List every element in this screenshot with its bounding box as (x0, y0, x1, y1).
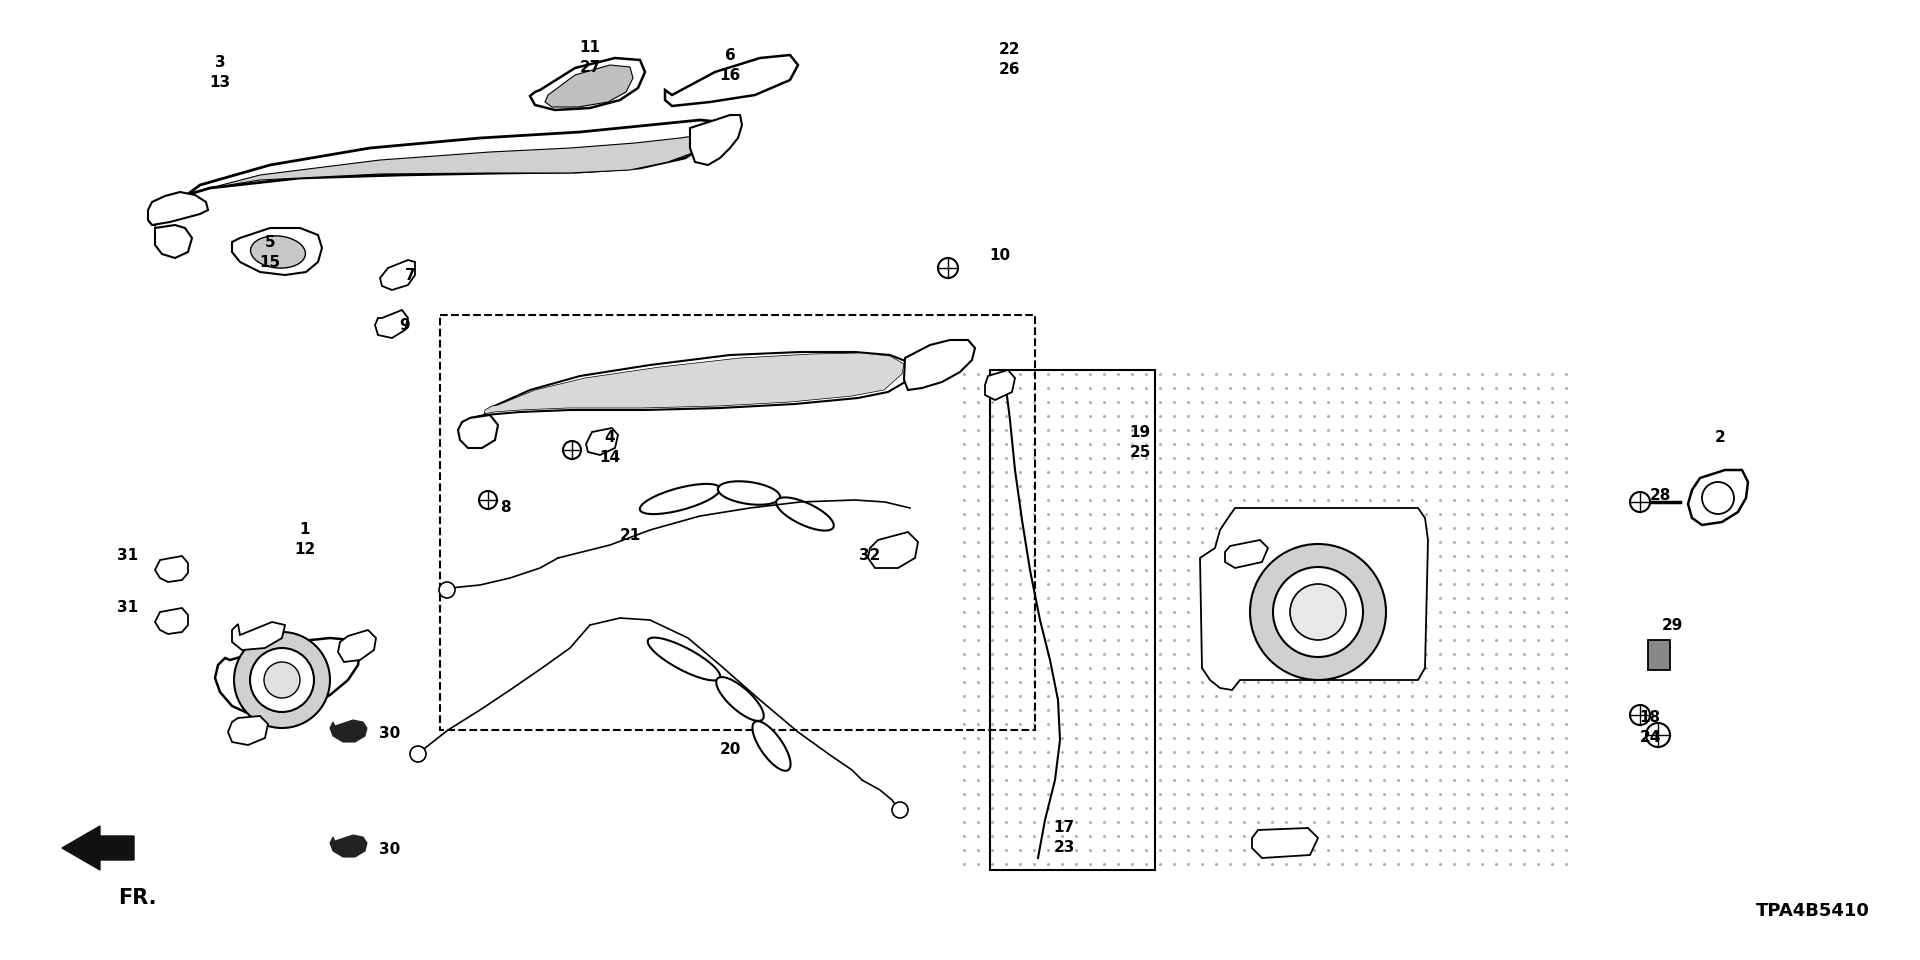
Text: 16: 16 (720, 68, 741, 83)
Text: FR.: FR. (117, 888, 157, 908)
Polygon shape (215, 638, 361, 716)
Circle shape (265, 662, 300, 698)
Circle shape (440, 582, 455, 598)
Polygon shape (530, 58, 645, 110)
Polygon shape (1200, 508, 1428, 690)
Text: 26: 26 (998, 61, 1021, 77)
Text: 31: 31 (117, 548, 138, 563)
Polygon shape (330, 720, 367, 742)
Text: 27: 27 (580, 60, 601, 75)
Text: 10: 10 (989, 248, 1010, 263)
Bar (991, 370, 1156, 870)
Polygon shape (374, 310, 407, 338)
Text: 25: 25 (1129, 444, 1150, 460)
Text: 30: 30 (380, 726, 401, 741)
Polygon shape (868, 532, 918, 568)
Ellipse shape (716, 677, 764, 721)
Circle shape (1645, 723, 1670, 747)
Polygon shape (586, 428, 618, 455)
Circle shape (478, 491, 497, 509)
Polygon shape (330, 835, 367, 857)
Polygon shape (545, 65, 634, 107)
Text: 3: 3 (215, 55, 225, 70)
Text: 1: 1 (300, 522, 311, 537)
Text: 20: 20 (720, 742, 741, 757)
Text: 23: 23 (1054, 840, 1075, 854)
Circle shape (1630, 705, 1649, 725)
Text: 13: 13 (209, 75, 230, 90)
Polygon shape (156, 556, 188, 582)
Text: 11: 11 (580, 40, 601, 55)
Text: 4: 4 (605, 430, 614, 445)
Ellipse shape (718, 481, 780, 505)
Polygon shape (156, 225, 192, 258)
Polygon shape (232, 228, 323, 275)
Polygon shape (985, 370, 1016, 400)
Circle shape (893, 802, 908, 818)
Ellipse shape (647, 637, 720, 681)
Bar (440, 315, 1035, 730)
Circle shape (1250, 544, 1386, 680)
Text: 21: 21 (620, 528, 641, 543)
Circle shape (1630, 492, 1649, 512)
Polygon shape (61, 826, 134, 870)
Text: TPA4B5410: TPA4B5410 (1757, 902, 1870, 920)
Ellipse shape (252, 236, 305, 268)
Text: 19: 19 (1129, 425, 1150, 440)
Polygon shape (459, 415, 497, 448)
Polygon shape (1688, 470, 1747, 525)
Polygon shape (1252, 828, 1317, 858)
Text: 6: 6 (724, 48, 735, 63)
Polygon shape (338, 630, 376, 662)
Circle shape (234, 632, 330, 728)
Circle shape (939, 258, 958, 278)
Text: 5: 5 (265, 235, 275, 250)
Text: 12: 12 (294, 541, 315, 557)
Polygon shape (1225, 540, 1267, 568)
Text: 22: 22 (998, 42, 1021, 57)
Circle shape (250, 648, 315, 712)
Polygon shape (468, 352, 910, 425)
Text: 30: 30 (380, 842, 401, 857)
Text: 32: 32 (860, 548, 881, 563)
Text: 9: 9 (399, 318, 411, 333)
Ellipse shape (639, 484, 720, 515)
Text: 29: 29 (1661, 618, 1682, 633)
Polygon shape (484, 353, 904, 414)
Polygon shape (664, 55, 799, 106)
Circle shape (563, 441, 582, 459)
Circle shape (411, 746, 426, 762)
Text: 15: 15 (259, 254, 280, 270)
Text: 28: 28 (1649, 488, 1670, 503)
Circle shape (1701, 482, 1734, 514)
Polygon shape (228, 716, 269, 745)
Polygon shape (689, 115, 741, 165)
Polygon shape (150, 120, 720, 225)
Polygon shape (196, 135, 705, 192)
Text: 18: 18 (1640, 710, 1661, 725)
Text: 17: 17 (1054, 820, 1075, 835)
Circle shape (1273, 567, 1363, 657)
Ellipse shape (776, 497, 833, 531)
Polygon shape (232, 622, 284, 650)
Polygon shape (156, 608, 188, 634)
Text: 24: 24 (1640, 730, 1661, 745)
Circle shape (1290, 584, 1346, 640)
Ellipse shape (753, 721, 791, 771)
Bar (1647, 640, 1670, 670)
Text: 14: 14 (599, 450, 620, 465)
Polygon shape (904, 340, 975, 390)
Text: 7: 7 (405, 268, 415, 283)
Text: 31: 31 (117, 600, 138, 615)
Text: 2: 2 (1715, 430, 1726, 445)
Polygon shape (148, 192, 207, 225)
Polygon shape (380, 260, 415, 290)
Text: 8: 8 (499, 500, 511, 515)
Polygon shape (1215, 545, 1421, 665)
